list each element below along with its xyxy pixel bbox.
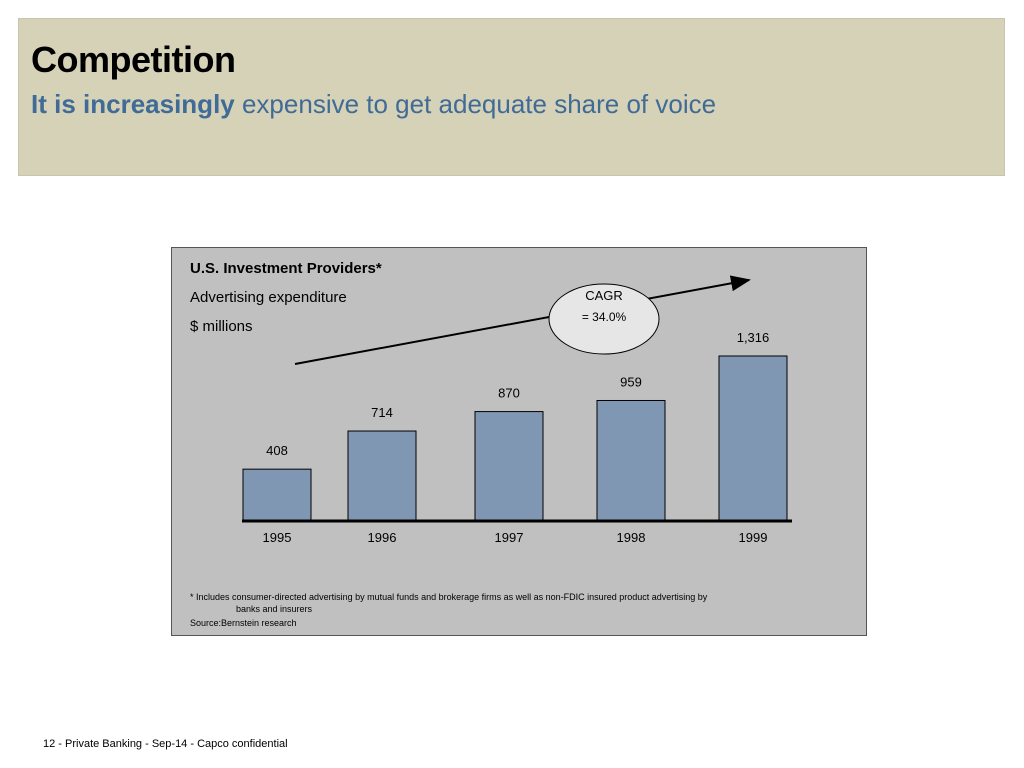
x-tick-1999: 1999 xyxy=(739,530,768,545)
bar-1996 xyxy=(347,430,417,521)
page-title: Competition xyxy=(31,39,236,80)
header-banner: Competition It is increasingly expensive… xyxy=(18,18,1005,176)
footnote-line-2: banks and insurers xyxy=(236,604,313,614)
value-label-1996: 714 xyxy=(371,405,393,420)
value-label-1999: 1,316 xyxy=(737,330,770,345)
subtitle-text: expensive to get adequate share of voice xyxy=(234,89,717,119)
bar-1998 xyxy=(596,399,666,521)
chart-title: U.S. Investment Providers* xyxy=(190,260,382,277)
cagr-trend-arrow xyxy=(294,275,751,365)
footnote-line-1: * Includes consumer-directed advertising… xyxy=(190,592,708,602)
slide-footer: 12 - Private Banking - Sep-14 - Capco co… xyxy=(43,738,288,750)
chart-footnote: * Includes consumer-directed advertising… xyxy=(190,591,790,615)
x-tick-1998: 1998 xyxy=(617,530,646,545)
bar-1997 xyxy=(474,411,544,521)
chart-subtitle-unit: $ millions xyxy=(190,318,253,335)
cagr-value: = 34.0% xyxy=(582,310,627,324)
bar-chart: CAGR = 34.0% 408 1995 714 1996 870 1997 959 199… xyxy=(242,275,792,545)
chart-source: Source:Bernstein research xyxy=(190,618,297,628)
x-tick-1995: 1995 xyxy=(263,530,292,545)
bar-1999 xyxy=(718,355,788,521)
bar-1995 xyxy=(242,468,312,521)
x-tick-1996: 1996 xyxy=(368,530,397,545)
subtitle-emphasis: It is increasingly xyxy=(31,89,235,119)
x-tick-1997: 1997 xyxy=(495,530,524,545)
value-label-1998: 959 xyxy=(620,374,642,389)
cagr-label: CAGR xyxy=(585,288,623,303)
value-label-1997: 870 xyxy=(498,386,520,401)
value-label-1995: 408 xyxy=(266,443,288,458)
chart-subtitle-measure: Advertising expenditure xyxy=(190,289,347,306)
cagr-bubble xyxy=(548,283,660,355)
chart-panel: CAGR = 34.0% 408 1995 714 1996 870 1997 959 199… xyxy=(171,247,867,636)
page-subtitle: It is increasingly expensive to get adeq… xyxy=(31,89,716,120)
